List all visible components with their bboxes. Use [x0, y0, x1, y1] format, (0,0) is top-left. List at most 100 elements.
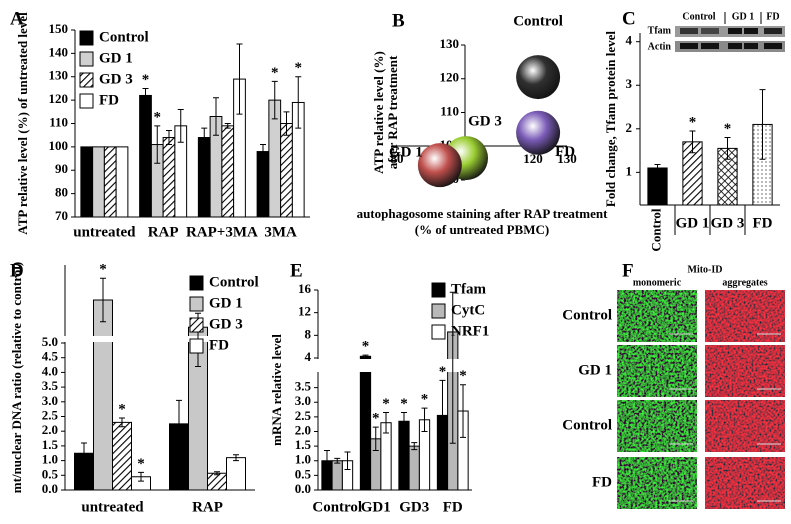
row-label: FD [592, 474, 612, 490]
micrograph [705, 400, 785, 452]
y-tick-label: 0.0 [42, 481, 58, 496]
y-tick-label: 2.0 [42, 422, 58, 437]
error-bar [689, 130, 696, 154]
y-tick-label: 1.0 [295, 452, 311, 467]
panel-label: F [622, 260, 634, 281]
significance-mark: * [724, 121, 732, 137]
legend-label: GD 1 [99, 50, 133, 66]
legend-label: GD 1 [209, 295, 243, 311]
row-label: Control [562, 417, 612, 433]
bar [80, 146, 94, 218]
y-tick-label: 1.5 [295, 437, 312, 452]
row-label: GD 1 [578, 362, 612, 378]
y-tick-label: 130 [440, 36, 460, 51]
legend-label: NRF1 [451, 323, 489, 339]
legend-swatch [189, 275, 204, 291]
significance-mark: * [372, 411, 380, 427]
micrograph [617, 400, 697, 452]
point-label: GD 1 [389, 145, 423, 161]
x-tick-label: GD1 [361, 499, 391, 515]
legend-swatch [79, 72, 94, 88]
y-tick-label: 1.5 [42, 437, 59, 452]
error-bar [323, 450, 330, 472]
micrograph [617, 345, 697, 397]
significance-mark: * [689, 114, 697, 130]
bar [112, 421, 132, 491]
y-tick-label: 130 [49, 68, 69, 83]
error-bar [654, 164, 661, 172]
y-tick-label: 0.0 [295, 481, 311, 496]
bar [221, 125, 235, 218]
bar [226, 457, 246, 491]
legend-swatch [431, 324, 446, 340]
axis-break [59, 336, 255, 342]
y-tick-label: 90 [55, 161, 68, 176]
bar [93, 299, 113, 491]
y-axis-label: ATP relative level (%) of untreated leve… [15, 12, 30, 235]
y-tick-label: 16 [298, 281, 312, 296]
micrograph [617, 290, 697, 342]
error-bar [154, 125, 161, 164]
y-axis-label: mRNA relative level [269, 334, 284, 446]
error-bar [283, 111, 290, 136]
legend-swatch [189, 317, 204, 333]
y-axis-label: Fold change, Tfam protein level [603, 31, 618, 207]
error-bar [213, 97, 219, 136]
panel-title: Mito-ID [688, 264, 723, 275]
error-bar [383, 411, 390, 434]
x-tick-label: RAP+3MA [186, 224, 258, 240]
y-tick-label: 4 [305, 349, 312, 364]
blot-column-label: GD 1 [732, 11, 755, 22]
error-bar [236, 43, 243, 115]
x-tick-label: RAP [192, 499, 223, 515]
y-tick-label: 150 [49, 21, 69, 36]
panel-label: E [290, 260, 303, 281]
y-tick-label: 70 [55, 208, 68, 223]
bar [647, 167, 668, 206]
significance-mark: * [295, 60, 303, 76]
legend-swatch [189, 296, 204, 312]
y-tick-label: 2 [626, 120, 633, 135]
y-tick-label: 110 [440, 103, 459, 118]
bar [331, 460, 343, 491]
error-bar [166, 130, 172, 146]
bubble [417, 143, 462, 188]
error-bar [421, 407, 428, 432]
row-label: Control [562, 307, 612, 323]
significance-mark: * [400, 396, 408, 412]
x-tick-label: untreated [73, 224, 136, 240]
significance-mark: * [142, 72, 150, 88]
x-tick-label: untreated [81, 499, 144, 515]
significance-mark: * [137, 456, 145, 472]
error-bar [460, 384, 467, 438]
y-tick-label: 4.5 [42, 349, 59, 364]
bubble [516, 110, 561, 155]
error-bar [411, 442, 418, 451]
significance-mark: * [382, 396, 390, 412]
bar [103, 146, 117, 218]
error-bar [81, 442, 87, 465]
x-tick-label: 80 [391, 151, 404, 166]
y-tick-label: 120 [440, 70, 460, 85]
x-tick-label: 130 [557, 151, 577, 166]
error-bar [724, 137, 731, 160]
y-tick-label: 4.0 [42, 363, 58, 378]
blot-row-label: Tfam [648, 25, 672, 36]
bar [162, 137, 176, 218]
panel-label: B [392, 10, 405, 31]
significance-mark: * [154, 109, 162, 125]
x-tick-label: FD [753, 215, 773, 231]
legend-swatch [431, 282, 446, 298]
significance-mark: * [271, 65, 279, 81]
y-tick-label: 120 [49, 91, 69, 106]
y-tick-label: 1 [626, 163, 633, 178]
y-tick-label: 3.0 [42, 393, 58, 408]
x-tick-label: Control [648, 208, 663, 251]
micrograph [705, 290, 785, 342]
y-axis-label: ATP relative level (%) [371, 51, 386, 174]
error-bar [400, 411, 407, 431]
y-tick-label: 110 [49, 114, 68, 129]
x-tick-label: RAP [148, 224, 179, 240]
column-label: monomeric [633, 277, 682, 288]
blot-row-label: Actin [648, 41, 672, 52]
